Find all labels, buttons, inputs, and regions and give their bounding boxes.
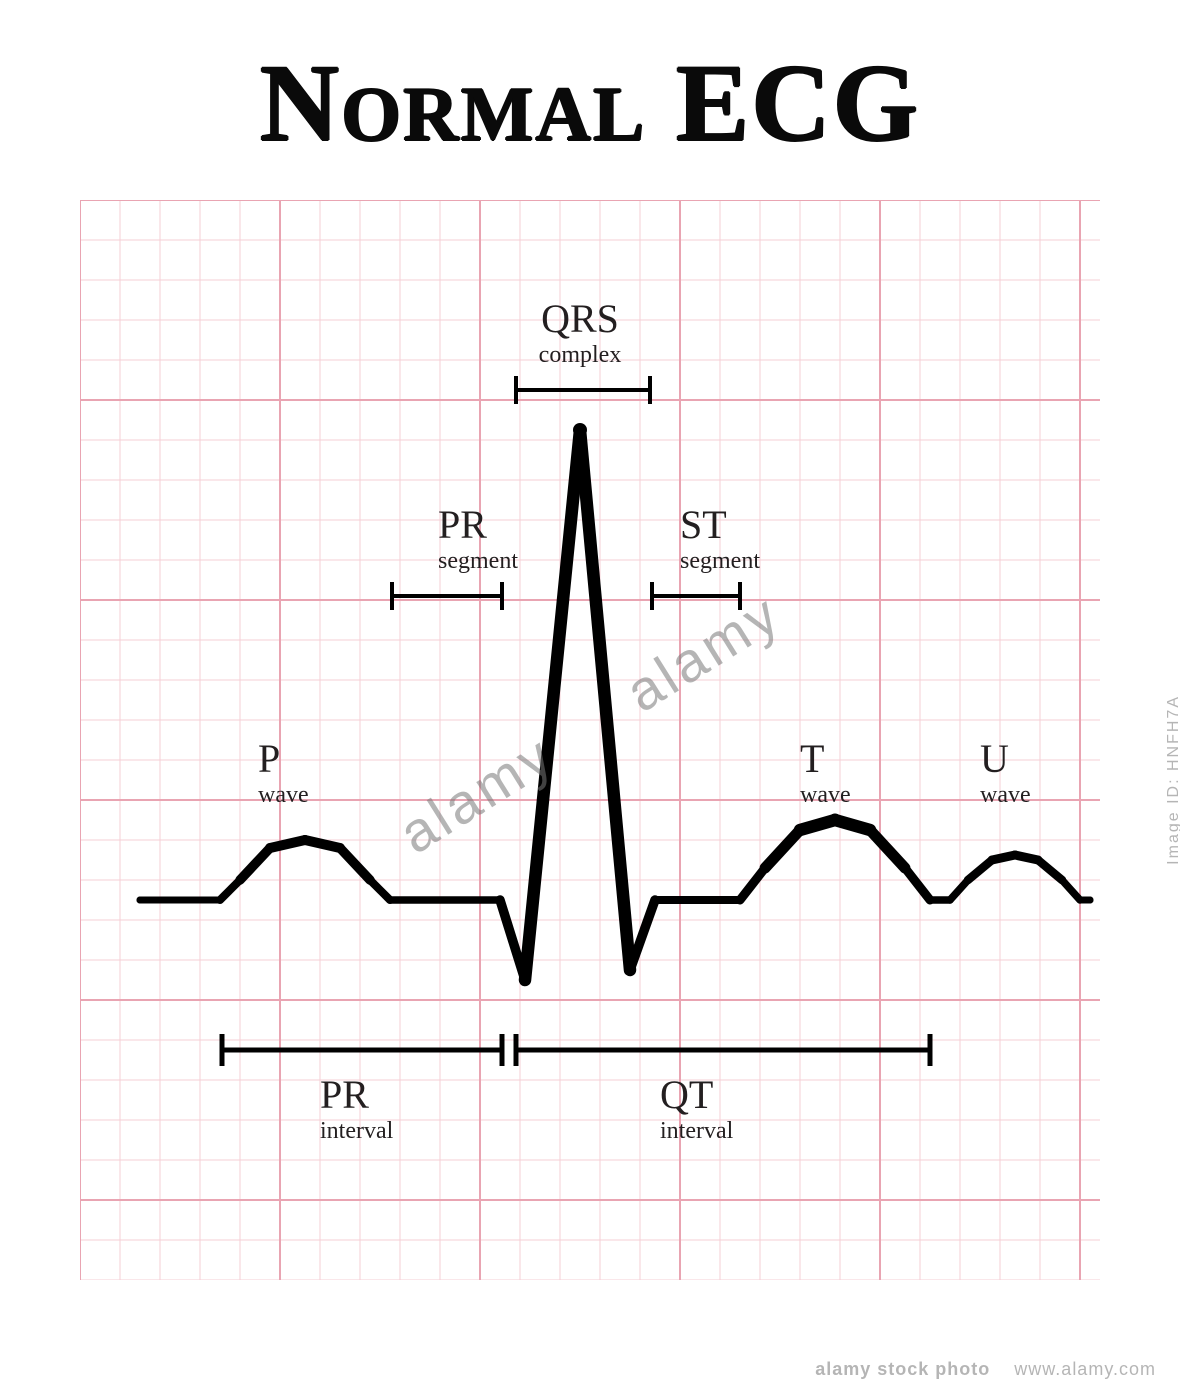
p_wave-label: P [258, 736, 280, 781]
t_wave-label: T [800, 736, 824, 781]
watermark-bottom: alamy stock photo www.alamy.com [815, 1359, 1156, 1380]
t_wave-sublabel: wave [800, 782, 851, 808]
pr_int-sublabel: interval [320, 1118, 394, 1144]
watermark-side: Image ID: HNFH7A [1165, 695, 1180, 865]
ecg-diagram: PwaveQRScomplexPRsegmentSTsegmentTwaveUw… [80, 200, 1100, 1280]
u_wave-sublabel: wave [980, 782, 1031, 808]
st_seg-sublabel: segment [680, 548, 760, 574]
qrs-sublabel: complex [539, 342, 622, 368]
qrs-label: QRS [541, 296, 619, 341]
pr_int-label: PR [320, 1072, 369, 1117]
qt_int-sublabel: interval [660, 1118, 734, 1144]
u_wave-label: U [980, 736, 1009, 781]
qt_int-label: QT [660, 1072, 713, 1117]
pr_seg-label: PR [438, 502, 487, 547]
st_seg-label: ST [680, 502, 727, 547]
p_wave-sublabel: wave [258, 782, 309, 808]
pr_seg-sublabel: segment [438, 548, 518, 574]
diagram-title: Normal ECG [0, 40, 1180, 167]
